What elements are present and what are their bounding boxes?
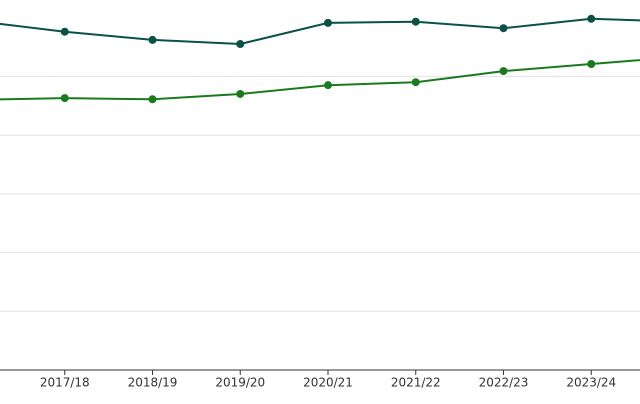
x-tick-label: 2018/19: [128, 376, 178, 390]
x-tick-label: 2019/20: [215, 376, 265, 390]
series-line: [0, 17, 640, 46]
data-point: [587, 60, 596, 69]
data-point: [148, 95, 157, 104]
data-point: [60, 27, 69, 36]
data-point: [499, 67, 508, 76]
data-point: [148, 35, 157, 44]
series-line: [0, 59, 640, 101]
data-point: [236, 40, 245, 49]
data-point: [236, 89, 245, 98]
data-point: [587, 14, 596, 23]
data-point: [411, 78, 420, 87]
x-tick-label: 2021/22: [391, 376, 441, 390]
x-tick-label: 2023/24: [566, 376, 616, 390]
data-point: [324, 81, 332, 90]
x-tick-label: 2022/23: [479, 376, 529, 390]
data-point: [324, 18, 332, 27]
data-point: [411, 17, 420, 26]
x-tick-label: 2017/18: [40, 376, 90, 390]
x-tick-label: 2020/21: [303, 376, 353, 390]
data-point: [60, 94, 69, 103]
data-point: [499, 24, 508, 33]
